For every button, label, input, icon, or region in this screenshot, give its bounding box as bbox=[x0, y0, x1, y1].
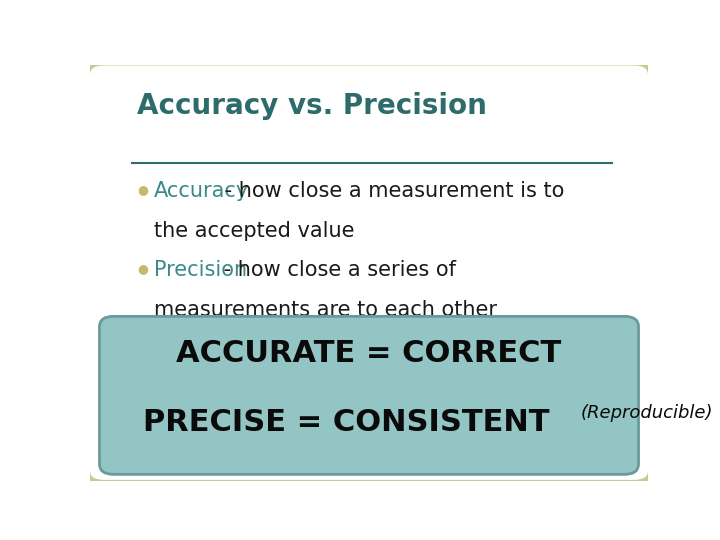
Text: - how close a measurement is to: - how close a measurement is to bbox=[218, 181, 564, 201]
Text: measurements are to each other: measurements are to each other bbox=[154, 300, 498, 320]
Text: (Reproducible): (Reproducible) bbox=[581, 404, 714, 422]
Text: Accuracy: Accuracy bbox=[154, 181, 249, 201]
Text: ACCURATE = CORRECT: ACCURATE = CORRECT bbox=[176, 339, 562, 368]
Text: - how close a series of: - how close a series of bbox=[217, 260, 456, 280]
Text: PRECISE = CONSISTENT: PRECISE = CONSISTENT bbox=[143, 408, 550, 437]
Text: Precision: Precision bbox=[154, 260, 247, 280]
Text: ●: ● bbox=[138, 262, 148, 275]
Text: Accuracy vs. Precision: Accuracy vs. Precision bbox=[138, 92, 487, 120]
FancyBboxPatch shape bbox=[99, 316, 639, 474]
Text: ●: ● bbox=[138, 183, 148, 197]
Text: the accepted value: the accepted value bbox=[154, 221, 355, 241]
FancyBboxPatch shape bbox=[86, 62, 652, 484]
